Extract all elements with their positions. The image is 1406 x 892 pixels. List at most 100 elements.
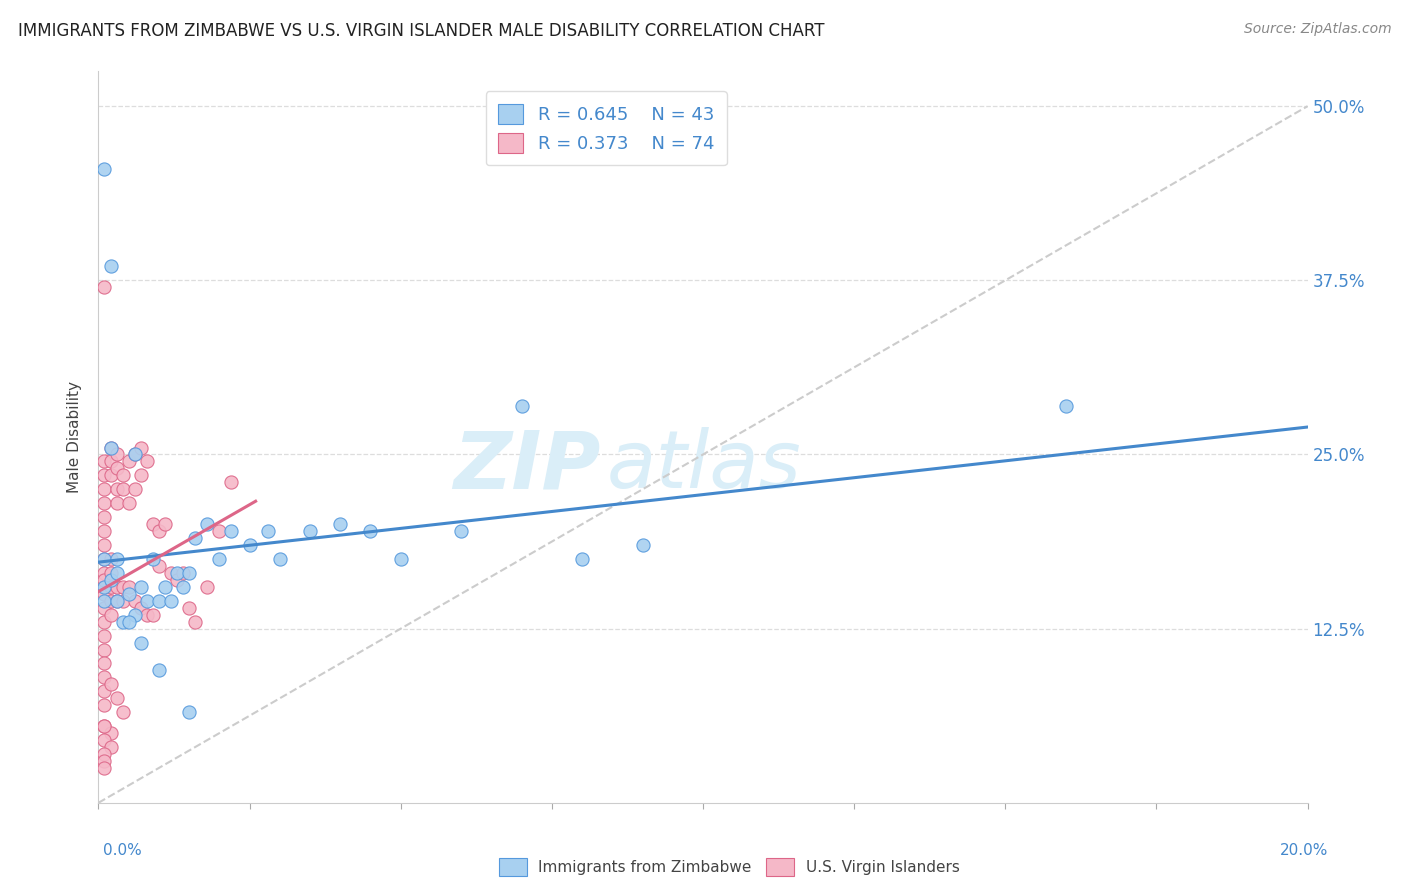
Point — [93, 468, 115, 483]
Point — [208, 552, 231, 566]
Point — [93, 719, 115, 733]
Point — [105, 483, 128, 497]
Point — [450, 524, 472, 538]
Point — [118, 615, 141, 629]
Point — [100, 260, 122, 274]
Point — [105, 594, 128, 608]
Point — [166, 566, 188, 580]
Point — [100, 580, 122, 594]
Text: Source: ZipAtlas.com: Source: ZipAtlas.com — [1244, 22, 1392, 37]
Point — [135, 607, 157, 622]
Point — [100, 677, 122, 691]
Point — [111, 615, 134, 629]
Point — [510, 399, 533, 413]
Point — [93, 524, 115, 538]
Point — [329, 517, 352, 532]
Point — [93, 580, 115, 594]
Point — [118, 496, 141, 510]
Point — [129, 635, 152, 649]
Point — [153, 517, 176, 532]
Point — [100, 607, 122, 622]
Point — [631, 538, 654, 552]
Point — [208, 524, 231, 538]
Point — [195, 580, 218, 594]
Point — [135, 594, 157, 608]
Point — [93, 629, 115, 643]
Point — [105, 566, 128, 580]
Point — [124, 448, 146, 462]
Point — [179, 566, 201, 580]
Point — [105, 580, 128, 594]
Text: IMMIGRANTS FROM ZIMBABWE VS U.S. VIRGIN ISLANDER MALE DISABILITY CORRELATION CHA: IMMIGRANTS FROM ZIMBABWE VS U.S. VIRGIN … — [18, 22, 825, 40]
Point — [129, 580, 152, 594]
Point — [93, 657, 115, 671]
Point — [142, 552, 165, 566]
Point — [93, 280, 115, 294]
Point — [111, 483, 134, 497]
Point — [93, 552, 115, 566]
Point — [93, 566, 115, 580]
Point — [124, 594, 146, 608]
Point — [118, 587, 141, 601]
Point — [93, 454, 115, 468]
Point — [105, 448, 128, 462]
Point — [93, 552, 115, 566]
Point — [93, 587, 115, 601]
Point — [179, 600, 201, 615]
Point — [100, 740, 122, 755]
Point — [571, 552, 593, 566]
Point — [93, 698, 115, 713]
Point — [100, 454, 122, 468]
Point — [93, 733, 115, 747]
Point — [118, 580, 141, 594]
Point — [93, 754, 115, 768]
Point — [111, 594, 134, 608]
Point — [93, 483, 115, 497]
Point — [100, 726, 122, 740]
Point — [148, 594, 170, 608]
Legend: R = 0.645    N = 43, R = 0.373    N = 74: R = 0.645 N = 43, R = 0.373 N = 74 — [485, 91, 727, 165]
Point — [389, 552, 412, 566]
Point — [93, 747, 115, 761]
Point — [129, 600, 152, 615]
Point — [100, 441, 122, 455]
Point — [299, 524, 322, 538]
Point — [148, 664, 170, 678]
Text: U.S. Virgin Islanders: U.S. Virgin Islanders — [806, 860, 959, 874]
Point — [93, 719, 115, 733]
Point — [105, 691, 128, 706]
Point — [93, 573, 115, 587]
Y-axis label: Male Disability: Male Disability — [67, 381, 83, 493]
Text: Immigrants from Zimbabwe: Immigrants from Zimbabwe — [538, 860, 752, 874]
Point — [93, 670, 115, 684]
Point — [1054, 399, 1077, 413]
Point — [160, 566, 183, 580]
Point — [129, 468, 152, 483]
Point — [135, 454, 157, 468]
Point — [100, 573, 122, 587]
Point — [160, 594, 183, 608]
Point — [360, 524, 382, 538]
Point — [105, 461, 128, 475]
Point — [256, 524, 278, 538]
Point — [172, 566, 194, 580]
Point — [105, 496, 128, 510]
Point — [153, 580, 176, 594]
Point — [93, 642, 115, 657]
Point — [93, 496, 115, 510]
Point — [179, 705, 201, 719]
Point — [239, 538, 262, 552]
Point — [111, 705, 134, 719]
Point — [184, 531, 207, 545]
Point — [221, 524, 243, 538]
Point — [269, 552, 291, 566]
Point — [148, 524, 170, 538]
Point — [118, 454, 141, 468]
Point — [93, 580, 115, 594]
Point — [100, 552, 122, 566]
Point — [129, 441, 152, 455]
Point — [93, 161, 115, 176]
Point — [124, 483, 146, 497]
Point — [142, 607, 165, 622]
Text: 0.0%: 0.0% — [103, 843, 142, 858]
